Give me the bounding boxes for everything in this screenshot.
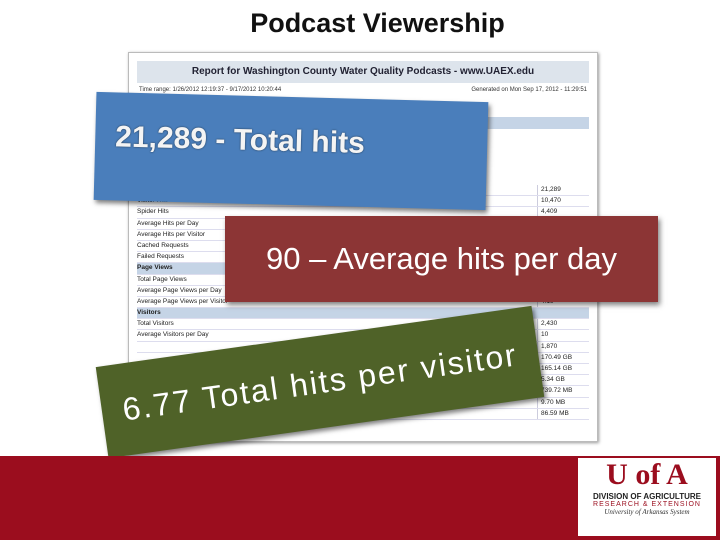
row-value: 2,430 <box>537 319 589 330</box>
row-label: Total Visitors <box>137 320 174 328</box>
row-label: Average Visitors per Day <box>137 331 209 339</box>
row-label: Cached Requests <box>137 241 189 249</box>
row-value: 165.14 GB <box>537 364 589 375</box>
report-heading: Report for Washington County Water Quali… <box>137 61 589 83</box>
row-label: Spider Hits <box>137 208 169 216</box>
slide-title: Podcast Viewership <box>250 8 505 38</box>
row-label: Average Hits per Visitor <box>137 230 206 238</box>
row-label: Average Page Views per Day <box>137 286 222 294</box>
row-value: 739.72 MB <box>537 386 589 397</box>
row-value: 21,289 <box>537 185 589 196</box>
row-value: 4,409 <box>537 207 589 218</box>
logo-line: University of Arkansas System <box>604 508 690 516</box>
logo-mark: U of A <box>606 458 688 491</box>
logo-line: RESEARCH & EXTENSION <box>593 501 701 508</box>
row-label: Average Hits per Day <box>137 219 199 227</box>
logo-line: DIVISION OF AGRICULTURE <box>593 492 701 501</box>
section-row: Visitors <box>137 308 589 320</box>
row-value: 1,870 <box>537 341 589 352</box>
row-value: 86.59 MB <box>537 408 589 419</box>
row-value: 10,470 <box>537 196 589 207</box>
row-label: Average Page Views per Visitor <box>137 297 229 305</box>
row-label: Total Page Views <box>137 275 187 283</box>
callout-total-hits: 21,289 - Total hits <box>93 91 489 211</box>
generated: Generated on Mon Sep 17, 2012 - 11:29:51 <box>471 87 587 93</box>
logo: U of A DIVISION OF AGRICULTURE RESEARCH … <box>578 458 716 536</box>
row-value: 5.34 GB <box>537 375 589 386</box>
callout-avg-hits-day: 90 – Average hits per day <box>225 216 658 302</box>
row-value: 10 <box>537 330 589 341</box>
row-label: Failed Requests <box>137 253 184 261</box>
time-range: Time range: 1/26/2012 12:19:37 - 9/17/20… <box>139 87 282 93</box>
row-value: 9.70 MB <box>537 397 589 408</box>
row-value: 170.49 GB <box>537 352 589 363</box>
